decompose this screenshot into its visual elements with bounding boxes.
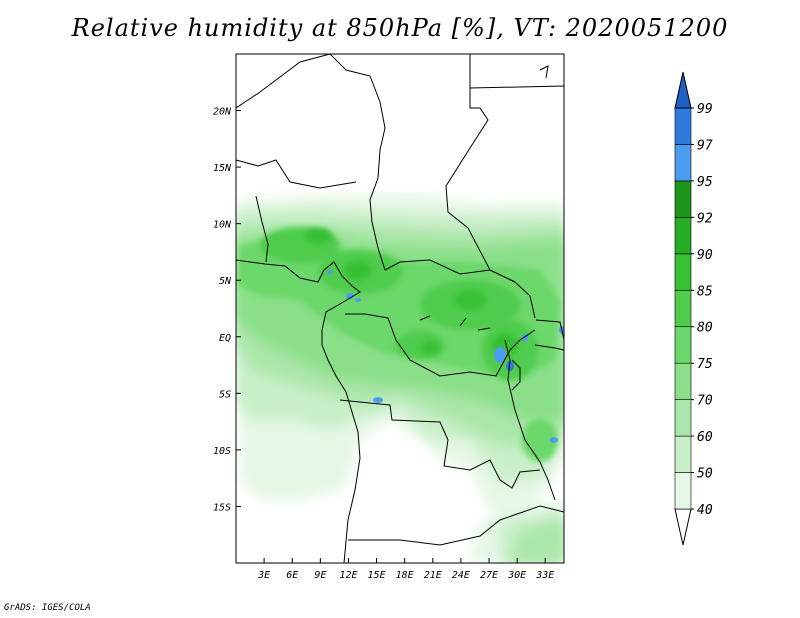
border-car [384,259,536,319]
colorbar-segment [674,289,692,328]
colorbar-segment [674,180,692,218]
border-rift [504,339,556,501]
colorbar-segment [674,326,692,364]
y-axis: 20N 15N 10N 5N EQ 5S 10S 15S [213,107,241,513]
colorbar-label: 75 [697,357,713,372]
colorbar-segment [674,144,692,182]
x-tick-label: 27E [480,570,498,581]
border-chad-sudan [445,54,516,283]
colorbar-segment [674,217,692,255]
y-tick-label: 20N [213,107,232,118]
x-tick-label: 15E [368,570,386,581]
colorbar-label: 50 [697,467,713,482]
x-tick-label: 33E [535,570,554,581]
border-ne-corner [539,65,549,79]
x-axis: 3E 6E 9E 12E 15E 18E 21E 24E 27E 30E 33E [257,558,554,581]
x-tick-label: 18E [396,570,414,581]
border-egypt-sudan [469,85,564,89]
humidity-band-95-plus [327,270,564,443]
colorbar-label: 97 [697,138,713,153]
colorbar-label: 92 [697,211,713,226]
y-tick-label: EQ [219,333,231,344]
x-tick-label: 30E [507,570,526,581]
x-tick-label: 12E [339,570,357,581]
colorbar-label: 99 [697,102,713,117]
x-tick-label: 3E [257,570,270,581]
rivers [419,315,491,331]
colorbar: 40 50 60 70 75 80 85 90 92 95 97 99 [674,71,713,546]
y-tick-label: 10N [213,220,232,231]
colorbar-segment [674,107,692,145]
border-southern [348,505,564,546]
colorbar-label: 85 [697,284,713,299]
colorbar-min-arrow [674,508,692,546]
colorbar-label: 95 [697,175,713,190]
colorbar-max-arrow [674,71,692,109]
lake-victoria-shore [534,344,564,351]
colorbar-label: 80 [697,321,713,336]
colorbar-label: 60 [697,430,713,445]
x-tick-label: 9E [314,570,326,581]
y-tick-label: 10S [213,446,231,457]
y-tick-label: 15N [213,163,232,174]
colorbar-label: 70 [697,394,713,409]
chart-title: Relative humidity at 850hPa [%], VT: 202… [71,14,729,42]
border-niger-chad [329,54,386,271]
border-benin [255,195,269,263]
colorbar-label: 40 [697,503,713,518]
colorbar-segment [674,362,692,400]
coastline [236,259,361,563]
colorbar-segment [674,472,692,510]
colorbar-segment [674,253,692,291]
border-angola-drc [339,399,541,489]
map-area [235,53,565,564]
border-congo-drc [345,313,536,377]
border-sahel [236,159,357,189]
x-tick-label: 24E [452,570,470,581]
colorbar-segment [674,399,692,437]
humidity-band-90 [304,228,519,357]
colorbar-label: 90 [697,248,713,263]
lake-kivu [511,359,521,391]
y-tick-label: 5S [219,389,231,400]
country-borders [236,54,564,563]
map-frame [235,53,565,564]
credit-label: GrADS: IGES/COLA [4,603,91,613]
y-tick-label: 15S [213,502,231,513]
colorbar-segment [674,435,692,473]
y-tick-label: 5N [219,276,232,287]
x-tick-label: 21E [424,570,442,581]
border-uganda [535,319,564,341]
border-north-west [236,54,331,109]
x-tick-label: 6E [286,570,298,581]
